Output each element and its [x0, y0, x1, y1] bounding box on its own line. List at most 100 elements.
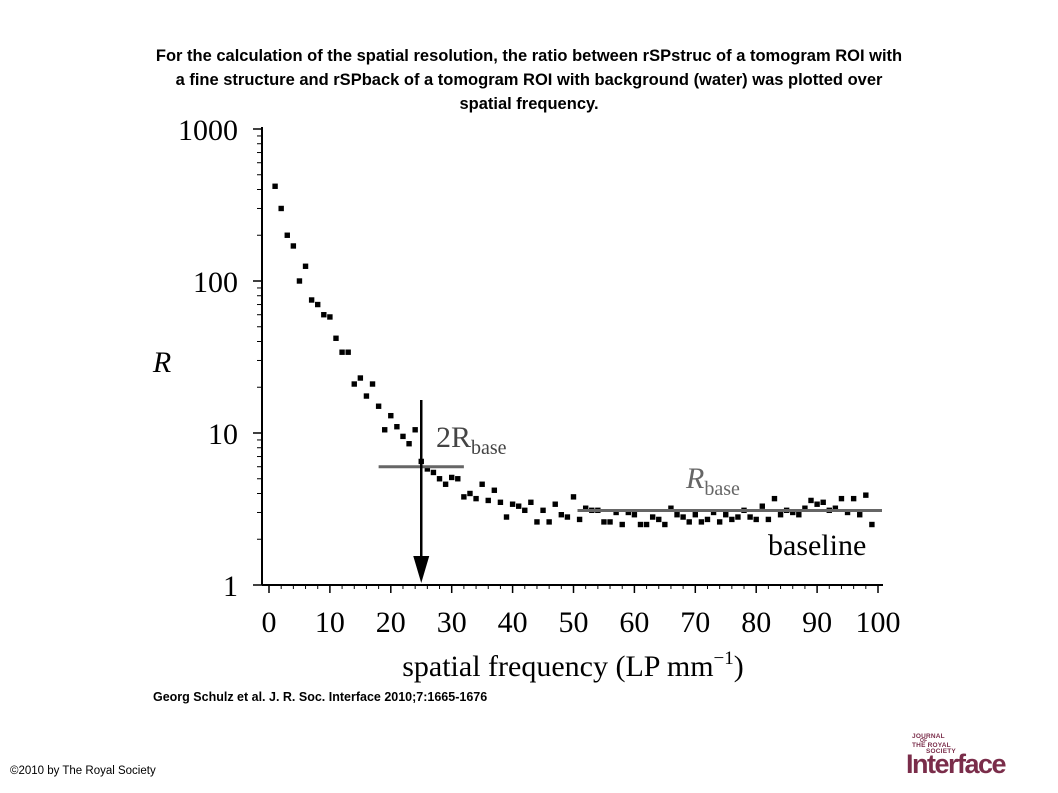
logo-word: Interface — [906, 749, 1007, 779]
data-point — [485, 497, 491, 504]
data-point — [765, 516, 772, 523]
data-point — [668, 505, 674, 511]
axes — [253, 127, 883, 593]
data-point — [656, 516, 662, 523]
x-tick-label: 30 — [437, 606, 467, 639]
data-point — [857, 512, 863, 518]
data-point — [753, 516, 759, 523]
chart-title: For the calculation of the spatial resol… — [20, 44, 1038, 116]
y-tick-label: 1000 — [178, 114, 238, 147]
data-point — [625, 509, 632, 516]
x-tick-label: 100 — [856, 606, 901, 639]
data-point — [442, 481, 449, 487]
x-tick-label: 90 — [802, 606, 832, 639]
data-point — [564, 514, 571, 520]
data-point — [406, 441, 412, 447]
data-point — [546, 519, 552, 525]
data-point — [723, 512, 729, 518]
data-point — [461, 494, 467, 500]
data-point — [412, 427, 418, 433]
data-point — [844, 509, 851, 516]
data-point — [522, 507, 528, 514]
data-point — [869, 521, 875, 528]
data-point — [777, 512, 784, 518]
data-point — [534, 519, 540, 525]
data-point — [497, 499, 504, 506]
data-point — [662, 521, 668, 528]
data-point — [278, 205, 284, 212]
two-r-base-label: 2Rbase — [436, 421, 507, 459]
data-point — [339, 349, 345, 355]
data-point — [771, 495, 778, 502]
data-point — [467, 490, 473, 497]
data-point — [345, 349, 351, 355]
data-point — [491, 487, 498, 493]
data-point — [436, 476, 443, 482]
y-axis-label: R — [152, 346, 171, 379]
data-point — [473, 495, 479, 502]
data-point — [382, 427, 388, 433]
logo-line-2: OF — [920, 738, 928, 744]
logo-line-4: SOCIETY — [926, 748, 956, 755]
data-point — [716, 519, 723, 525]
data-point — [863, 492, 869, 498]
data-point — [449, 474, 455, 481]
data-point — [649, 514, 656, 520]
data-point — [284, 232, 290, 238]
data-point — [296, 278, 303, 284]
x-tick-label: 40 — [498, 606, 528, 639]
resolution-arrow-head — [413, 556, 430, 583]
title-line-1: For the calculation of the spatial resol… — [155, 47, 903, 65]
data-point — [814, 501, 820, 507]
data-point — [369, 381, 376, 387]
x-axis-label: spatial frequency (LP mm−1) — [402, 648, 744, 683]
data-point — [570, 494, 577, 500]
data-point — [631, 512, 638, 518]
data-point — [528, 499, 534, 506]
data-point — [582, 505, 589, 511]
data-point — [272, 183, 278, 189]
data-points — [272, 183, 875, 528]
y-tick-label: 1 — [223, 570, 238, 603]
data-point — [704, 516, 711, 523]
journal-logo: JOURNAL OF THE ROYAL SOCIETY Interface — [906, 733, 1018, 783]
data-point — [290, 243, 297, 249]
y-tick-label: 10 — [208, 418, 238, 451]
data-point — [613, 509, 619, 516]
x-tick-label: 60 — [619, 606, 649, 639]
citation: Georg Schulz et al. J. R. Soc. Interface… — [153, 690, 488, 704]
data-point — [850, 495, 857, 502]
title-line-3: spatial frequency. — [459, 95, 599, 113]
axis-labels: 0 10 20 30 40 50 60 70 80 90 1001101001000Rspatial… — [152, 114, 901, 683]
data-point — [802, 505, 808, 511]
data-point — [808, 497, 814, 504]
data-point — [455, 476, 461, 482]
data-point — [607, 519, 613, 525]
copyright: ©2010 by The Royal Society — [10, 765, 156, 777]
logo-line-3: THE ROYAL — [912, 742, 951, 749]
data-point — [838, 495, 845, 502]
baseline-label: baseline — [768, 529, 866, 562]
data-point — [321, 312, 327, 318]
data-point — [558, 512, 565, 518]
data-point — [686, 519, 692, 525]
data-point — [698, 519, 705, 525]
data-point — [388, 412, 394, 419]
x-tick-label: 20 — [376, 606, 406, 639]
data-point — [375, 403, 382, 409]
data-point — [351, 381, 357, 387]
data-point — [796, 512, 802, 518]
data-point — [552, 501, 558, 507]
data-point — [302, 263, 309, 269]
data-point — [503, 514, 510, 520]
data-point — [333, 335, 339, 341]
logo-line-1: JOURNAL — [912, 733, 945, 740]
data-point — [515, 503, 522, 509]
data-point — [790, 509, 796, 516]
data-point — [832, 505, 839, 511]
data-point — [710, 509, 717, 516]
data-point — [735, 514, 741, 520]
x-tick-label: 80 — [741, 606, 771, 639]
y-tick-label: 100 — [193, 266, 238, 299]
